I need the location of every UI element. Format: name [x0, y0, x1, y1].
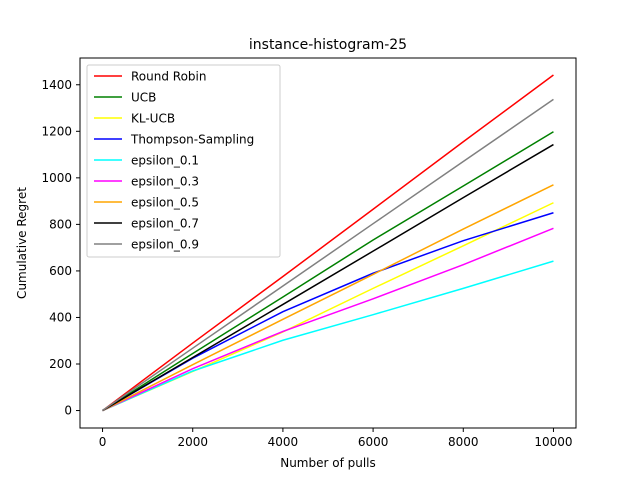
legend-label: epsilon_0.1 [131, 154, 199, 168]
legend-box [86, 64, 281, 258]
x-axis-label: Number of pulls [280, 456, 376, 470]
series-line-7 [102, 143, 554, 412]
legend-label: epsilon_0.5 [131, 196, 199, 210]
chart-title: instance-histogram-25 [249, 37, 407, 53]
series-line-5 [102, 227, 554, 412]
x-tick-label: 10000 [534, 435, 572, 449]
x-axis: 0 2000 4000 6000 8000 10000 [99, 428, 573, 449]
legend-label: epsilon_0.7 [131, 217, 199, 231]
y-tick-label: 1200 [41, 124, 72, 138]
legend-label: Thompson-Sampling [130, 133, 254, 147]
y-axis: 0 200 400 600 800 1000 1200 1400 [41, 78, 80, 418]
x-tick-label: 8000 [448, 435, 479, 449]
series-line-6 [102, 184, 554, 412]
y-tick-label: 400 [49, 310, 72, 324]
x-tick-label: 2000 [177, 435, 208, 449]
y-tick-label: 0 [64, 404, 72, 418]
series-line-4 [102, 260, 554, 412]
plot-lines [102, 74, 554, 412]
x-tick-label: 6000 [358, 435, 389, 449]
y-tick-label: 200 [49, 357, 72, 371]
series-line-1 [102, 131, 554, 412]
y-tick-label: 1400 [41, 78, 72, 92]
legend-label: UCB [131, 91, 156, 105]
series-line-0 [102, 74, 554, 412]
y-tick-label: 1000 [41, 171, 72, 185]
x-tick-label: 4000 [268, 435, 299, 449]
legend-label: KL-UCB [131, 112, 175, 126]
legend-label: Round Robin [131, 70, 206, 84]
plot-frame [79, 57, 577, 429]
series-line-8 [102, 98, 554, 412]
y-tick-label: 600 [49, 264, 72, 278]
legend-label: epsilon_0.9 [131, 238, 199, 252]
y-tick-label: 800 [49, 217, 72, 231]
legend: Round Robin UCB KL-UCB Thompson-Sampling eps… [86, 64, 281, 258]
legend-label: epsilon_0.3 [131, 175, 199, 189]
x-tick-label: 0 [99, 435, 107, 449]
y-axis-label: Cumulative Regret [15, 187, 29, 299]
